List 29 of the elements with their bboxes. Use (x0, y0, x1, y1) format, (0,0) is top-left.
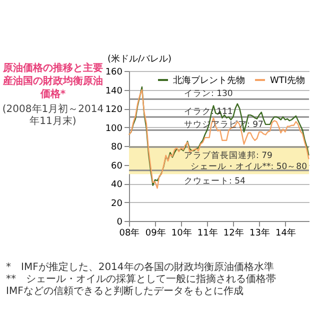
x-tick-label: 08年 (119, 228, 140, 238)
ref-line-label: クウェート: 54 (184, 176, 246, 186)
legend-label: WTI先物 (270, 75, 306, 86)
y-tick-label: 140 (105, 86, 123, 96)
y-tick-label: 0 (116, 218, 123, 228)
legend-label: 北海ブレント先物 (173, 75, 245, 86)
y-tick-label: 120 (105, 105, 123, 115)
x-tick-label: 10年 (171, 228, 192, 238)
x-tick-label: 13年 (249, 228, 270, 238)
ref-line-label: イラン: 130 (184, 89, 233, 100)
y-tick-label: 40 (111, 180, 123, 190)
text: IMFなどの信頼できると判断したデータをもとに作成 (6, 286, 244, 298)
y-tick-label: 80 (111, 142, 123, 152)
chart-title: 原油価格の推移と主要産油国の財政均衡原油価格* (2, 62, 104, 101)
text: * IMFが推定した、2014年の各国の財政均衡原油価格水準 (6, 262, 275, 274)
x-tick-label: 09年 (145, 228, 166, 238)
ref-line-label: アラブ首長国連邦: 79 (184, 150, 272, 161)
y-axis-title: (米ドル/バレル) (108, 54, 172, 64)
text: (2008年1月初～2014年11月末) (2, 104, 104, 128)
y-tick-label: 20 (111, 198, 123, 209)
x-tick-label: 11年 (197, 228, 218, 238)
y-tick-label: 60 (111, 161, 123, 172)
x-tick-label: 14年 (275, 228, 296, 238)
band-label: シェール・オイル**: 50～80 (190, 162, 307, 172)
y-tick-label: 160 (105, 68, 123, 78)
x-tick-label: 12年 (223, 228, 244, 238)
text: ** シェール・オイルの採算として一般に指摘される価格帯 (6, 274, 277, 286)
ref-line-label: イラク: 111 (184, 106, 233, 117)
y-tick-label: 100 (105, 124, 123, 134)
